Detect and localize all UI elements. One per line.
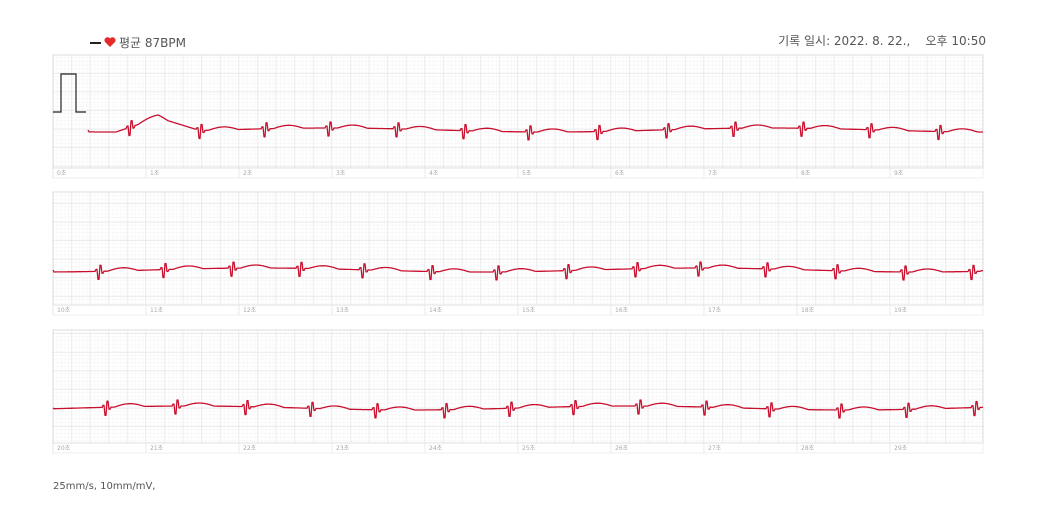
strips: 0초 1초 2초 3초 4초 5초 6초 7초 8초 9초 10초 11초 12초 13초 14초 15초 16… <box>52 54 984 454</box>
ecg-grid <box>52 54 984 169</box>
second-label: 29초 <box>894 445 908 452</box>
second-label: 11초 <box>150 307 164 314</box>
second-label: 27초 <box>708 445 722 452</box>
second-label: 7초 <box>708 170 718 177</box>
second-label: 17초 <box>708 307 722 314</box>
second-label: 19초 <box>894 307 908 314</box>
ecg-grid <box>52 191 984 306</box>
heart-icon <box>104 37 116 47</box>
second-label: 2초 <box>243 170 253 177</box>
second-label: 28초 <box>801 445 815 452</box>
second-label: 22초 <box>243 445 257 452</box>
second-label: 26초 <box>615 445 629 452</box>
second-label: 20초 <box>57 445 71 452</box>
ecg-trace <box>87 114 983 141</box>
ecg-trace <box>52 399 984 419</box>
second-label: 16초 <box>615 307 629 314</box>
second-label: 23초 <box>336 445 350 452</box>
record-time: 기록 일시: 2022. 8. 22., 오후 10:50 <box>778 34 986 48</box>
second-label: 15초 <box>522 307 536 314</box>
second-label: 24초 <box>429 445 443 452</box>
second-label: 8초 <box>801 170 811 177</box>
second-label: 18초 <box>801 307 815 314</box>
second-label: 13초 <box>336 307 350 314</box>
footer-scale: 25mm/s, 10mm/mV, <box>53 481 155 492</box>
second-label: 1초 <box>150 170 160 177</box>
second-label: 21초 <box>150 445 164 452</box>
second-label: 3초 <box>336 170 346 177</box>
ecg-grid <box>52 329 984 444</box>
second-label: 0초 <box>57 170 67 177</box>
average-bpm: 평균 87BPM <box>119 36 186 50</box>
second-label: 12초 <box>243 307 257 314</box>
second-label: 9초 <box>894 170 904 177</box>
second-label: 5초 <box>522 170 532 177</box>
second-label: 4초 <box>429 170 439 177</box>
calibration-pulse <box>53 73 86 113</box>
second-label: 10초 <box>57 307 71 314</box>
ecg-trace <box>52 261 984 281</box>
second-label: 14초 <box>429 307 443 314</box>
second-label: 6초 <box>615 170 625 177</box>
second-label: 25초 <box>522 445 536 452</box>
